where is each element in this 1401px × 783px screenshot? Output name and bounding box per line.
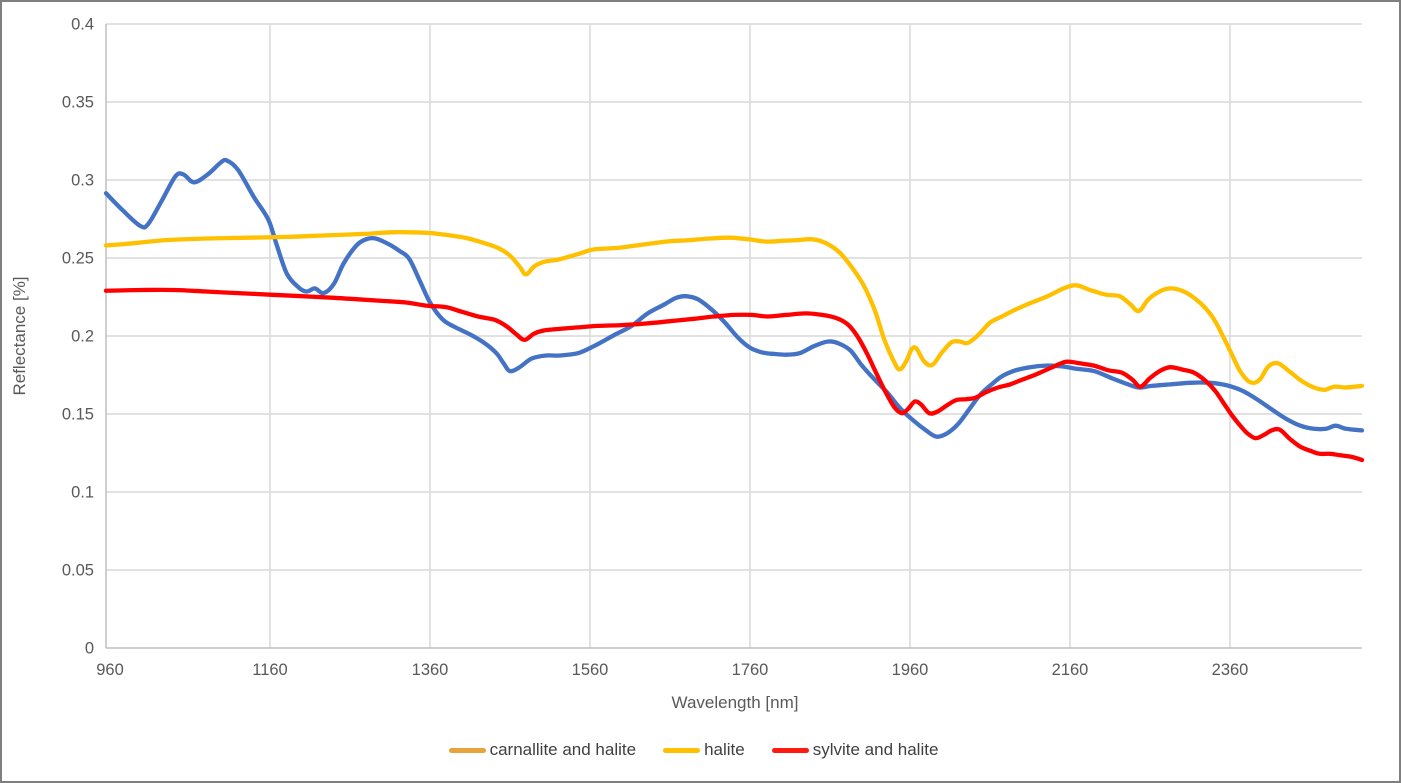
y-tick-label: 0.25 [62,250,94,268]
y-tick-label: 0.3 [71,172,94,190]
y-tick-label: 0.2 [71,328,94,346]
chart-legend: carnallite and halite halite sylvite and… [2,740,1385,760]
legend-swatch-carnallite-and-halite [448,747,486,753]
y-axis-title: Reflectance [%] [10,276,29,396]
y-tick-label: 0.35 [62,94,94,112]
series-line-carnallite-and-halite [103,157,1365,439]
legend-swatch-halite [663,747,701,753]
x-tick-label: 1760 [732,661,769,679]
x-tick-label: 1560 [572,661,609,679]
legend-swatch-sylvite-and-halite [771,747,809,753]
legend-label: halite [704,740,745,759]
legend-label: sylvite and halite [812,740,939,759]
y-tick-label: 0.1 [71,484,94,502]
x-tick-label: 1160 [252,661,287,679]
y-tick-label: 0.15 [62,406,94,424]
y-tick-label: 0.05 [62,562,94,580]
legend-item-halite: halite [663,740,745,760]
x-tick-label: 2160 [1052,661,1089,679]
y-tick-label: 0.4 [71,16,94,34]
series-line-sylvite-and-halite [103,287,1365,463]
legend-item-carnallite-and-halite: carnallite and halite [448,740,637,760]
x-tick-label: 1360 [412,661,449,679]
legend-item-sylvite-and-halite: sylvite and halite [771,740,939,760]
x-tick-label: 1960 [892,661,929,679]
x-tick-label: 960 [96,661,124,679]
x-axis-title: Wavelength [nm] [671,693,799,712]
y-tick-label: 0 [85,640,94,658]
legend-label: carnallite and halite [489,740,637,759]
x-tick-label: 2360 [1212,661,1249,679]
series-line-halite [103,229,1365,392]
